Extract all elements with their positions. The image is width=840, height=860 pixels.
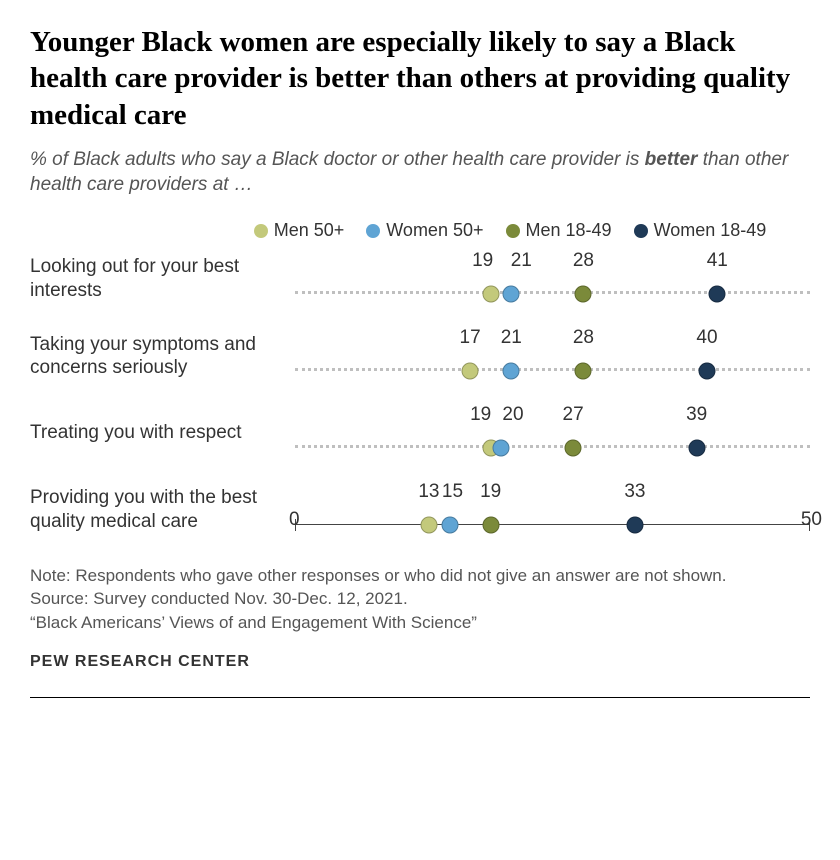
axis-line [295, 524, 810, 525]
value-label: 19 [472, 250, 493, 272]
legend-swatch [506, 224, 520, 238]
legend-label: Men 18-49 [526, 220, 612, 241]
subtitle-prefix: % of Black adults who say a Black doctor… [30, 149, 645, 170]
value-label: 13 [418, 481, 439, 503]
chart-legend: Men 50+ Women 50+ Men 18-49 Women 18-49 [30, 220, 810, 241]
subtitle-emphasis: better [645, 149, 698, 170]
chart-row: Taking your symptoms and concerns seriou… [30, 333, 810, 381]
data-point [565, 440, 582, 457]
dotted-track [295, 291, 810, 294]
chart-title: Younger Black women are especially likel… [30, 24, 810, 133]
data-point [688, 440, 705, 457]
row-plot: 19202739 [295, 410, 810, 456]
data-point [462, 363, 479, 380]
value-label: 27 [563, 404, 584, 426]
value-label: 21 [501, 327, 522, 349]
data-point [482, 516, 499, 533]
legend-label: Women 18-49 [654, 220, 767, 241]
footer-rule [30, 697, 810, 698]
value-label: 39 [686, 404, 707, 426]
data-point [482, 285, 499, 302]
note-line: Note: Respondents who gave other respons… [30, 564, 810, 588]
row-label: Providing you with the best quality medi… [30, 486, 295, 534]
value-label: 28 [573, 327, 594, 349]
legend-item: Men 18-49 [506, 220, 612, 241]
legend-swatch [634, 224, 648, 238]
row-label: Looking out for your best interests [30, 255, 295, 303]
row-plot: 05013151933 [295, 487, 810, 533]
chart-notes: Note: Respondents who gave other respons… [30, 564, 810, 635]
dotted-track [295, 368, 810, 371]
value-label: 19 [470, 404, 491, 426]
legend-label: Men 50+ [274, 220, 345, 241]
value-label: 15 [442, 481, 463, 503]
data-point [503, 285, 520, 302]
legend-item: Men 50+ [254, 220, 345, 241]
data-point [575, 285, 592, 302]
chart-row: Treating you with respect19202739 [30, 410, 810, 456]
data-point [699, 363, 716, 380]
legend-item: Women 50+ [366, 220, 483, 241]
data-point [493, 440, 510, 457]
chart-rows: Looking out for your best interests19212… [30, 255, 810, 534]
value-label: 41 [707, 250, 728, 272]
axis-label: 0 [289, 509, 300, 531]
data-point [575, 363, 592, 380]
note-line: Source: Survey conducted Nov. 30-Dec. 12… [30, 587, 810, 611]
value-label: 33 [624, 481, 645, 503]
axis-label: 50 [801, 509, 822, 531]
value-label: 20 [502, 404, 523, 426]
legend-swatch [366, 224, 380, 238]
data-point [709, 285, 726, 302]
legend-swatch [254, 224, 268, 238]
row-label: Treating you with respect [30, 421, 295, 445]
value-label: 21 [511, 250, 532, 272]
value-label: 17 [460, 327, 481, 349]
legend-item: Women 18-49 [634, 220, 767, 241]
value-label: 28 [573, 250, 594, 272]
chart-row: Providing you with the best quality medi… [30, 486, 810, 534]
value-label: 19 [480, 481, 501, 503]
data-point [503, 363, 520, 380]
chart-row: Looking out for your best interests19212… [30, 255, 810, 303]
row-plot: 19212841 [295, 256, 810, 302]
legend-label: Women 50+ [386, 220, 483, 241]
dotted-track [295, 445, 810, 448]
data-point [441, 516, 458, 533]
value-label: 40 [696, 327, 717, 349]
chart-subtitle: % of Black adults who say a Black doctor… [30, 147, 810, 198]
attribution: PEW RESEARCH CENTER [30, 653, 810, 671]
data-point [626, 516, 643, 533]
note-line: “Black Americans’ Views of and Engagemen… [30, 611, 810, 635]
data-point [420, 516, 437, 533]
row-plot: 17212840 [295, 333, 810, 379]
row-label: Taking your symptoms and concerns seriou… [30, 333, 295, 381]
